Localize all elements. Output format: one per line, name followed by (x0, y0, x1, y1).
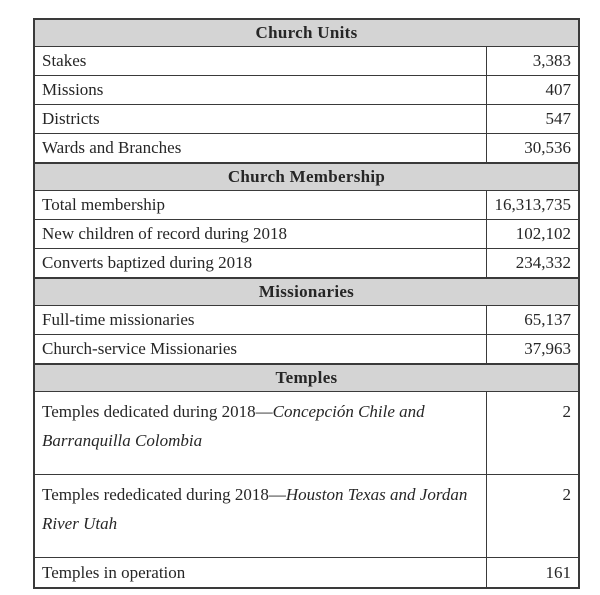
row-value: 2 (485, 391, 580, 475)
row-label: Missions (33, 75, 487, 105)
section-header-label: Missionaries (33, 277, 580, 306)
section-header-temples: Temples (33, 363, 580, 392)
row-label: Temples dedicated during 2018—Concepción… (33, 391, 487, 475)
table-row: New children of record during 2018 102,1… (33, 219, 580, 249)
table-row: Church-service Missionaries 37,963 (33, 334, 580, 365)
row-value: 37,963 (485, 334, 580, 365)
row-value: 2 (485, 474, 580, 558)
row-value: 161 (485, 557, 580, 589)
row-label: New children of record during 2018 (33, 219, 487, 249)
row-value: 3,383 (485, 46, 580, 76)
section-header-church-units: Church Units (33, 18, 580, 47)
row-value: 102,102 (485, 219, 580, 249)
row-label: Wards and Branches (33, 133, 487, 164)
table-row-temples-rededicated: Temples rededicated during 2018—Houston … (33, 474, 580, 558)
section-header-label: Temples (33, 363, 580, 392)
church-statistics-table: Church Units Stakes 3,383 Missions 407 D… (33, 18, 581, 589)
row-label: Temples rededicated during 2018—Houston … (33, 474, 487, 558)
row-label-plain: Temples rededicated during 2018— (42, 485, 286, 504)
row-value: 407 (485, 75, 580, 105)
row-value: 65,137 (485, 305, 580, 335)
table-row: Wards and Branches 30,536 (33, 133, 580, 164)
table-row: Missions 407 (33, 75, 580, 105)
row-label: Temples in operation (33, 557, 487, 589)
table-row: Stakes 3,383 (33, 46, 580, 76)
table-row: Full-time missionaries 65,137 (33, 305, 580, 335)
row-label: Church-service Missionaries (33, 334, 487, 365)
row-label-italic: Houston Texas and Jordan River Utah (42, 485, 468, 533)
section-header-missionaries: Missionaries (33, 277, 580, 306)
table-row: Total membership 16,313,735 (33, 190, 580, 220)
section-header-label: Church Membership (33, 162, 580, 191)
table-row: Districts 547 (33, 104, 580, 134)
row-value: 16,313,735 (485, 190, 580, 220)
row-label: Full-time missionaries (33, 305, 487, 335)
row-value: 30,536 (485, 133, 580, 164)
section-header-label: Church Units (33, 18, 580, 47)
row-label-italic: Concepción Chile and Barranquilla Colomb… (42, 402, 425, 450)
row-value: 234,332 (485, 248, 580, 279)
table-row-temples-dedicated: Temples dedicated during 2018—Concepción… (33, 391, 580, 475)
table-row: Converts baptized during 2018 234,332 (33, 248, 580, 279)
section-header-church-membership: Church Membership (33, 162, 580, 191)
row-label: Converts baptized during 2018 (33, 248, 487, 279)
row-label: Stakes (33, 46, 487, 76)
row-label: Districts (33, 104, 487, 134)
row-label-plain: Temples dedicated during 2018— (42, 402, 273, 421)
row-label: Total membership (33, 190, 487, 220)
row-value: 547 (485, 104, 580, 134)
table-row: Temples in operation 161 (33, 557, 580, 589)
